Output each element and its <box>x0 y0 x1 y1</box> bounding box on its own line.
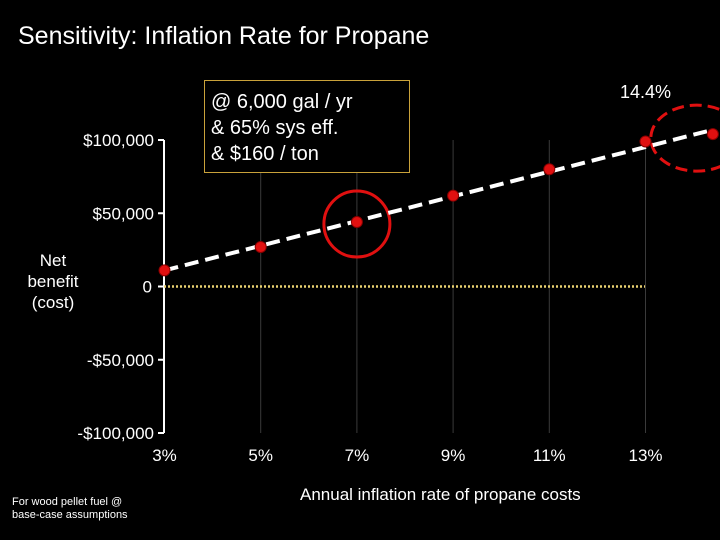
x-tick-label: 5% <box>248 446 273 465</box>
data-point <box>447 189 460 202</box>
chart-title: Sensitivity: Inflation Rate for Propane <box>18 22 430 50</box>
footnote-line: base-case assumptions <box>12 509 128 521</box>
y-tick-label: 0 <box>143 278 152 297</box>
y-axis-label-line: (cost) <box>31 293 75 312</box>
y-axis-label-line: benefit <box>27 272 79 291</box>
end-point-label: 14.4% <box>620 82 672 102</box>
highlight-circle <box>322 189 392 259</box>
x-tick-label: 3% <box>152 446 177 465</box>
callout-line: & $160 / ton <box>211 143 319 165</box>
callout-line: @ 6,000 gal / yr <box>211 91 353 113</box>
footnote-line: For wood pellet fuel @ <box>12 496 123 508</box>
data-point <box>706 128 719 141</box>
data-point <box>254 240 267 253</box>
data-point <box>543 163 556 176</box>
data-point <box>350 216 363 229</box>
callout-line: & 65% sys eff. <box>211 117 339 139</box>
y-tick-label: -$100,000 <box>77 424 154 443</box>
x-tick-label: 11% <box>533 446 566 465</box>
footnote: For wood pellet fuel @ base-case assumpt… <box>12 496 128 522</box>
y-axis-label: Net benefit (cost) <box>18 250 88 313</box>
y-tick-label: $100,000 <box>83 131 154 150</box>
x-tick-label: 7% <box>345 446 370 465</box>
assumptions-callout: @ 6,000 gal / yr & 65% sys eff. & $160 /… <box>204 80 410 173</box>
data-point <box>639 135 652 148</box>
y-tick-label: -$50,000 <box>87 351 154 370</box>
x-tick-label: 13% <box>628 446 662 465</box>
highlight-ellipse-dashed <box>649 103 720 173</box>
data-point <box>158 264 171 277</box>
x-axis-label: Annual inflation rate of propane costs <box>300 485 581 504</box>
y-axis-label-line: Net <box>39 251 67 270</box>
y-tick-label: $50,000 <box>93 204 154 223</box>
x-tick-label: 9% <box>441 446 466 465</box>
